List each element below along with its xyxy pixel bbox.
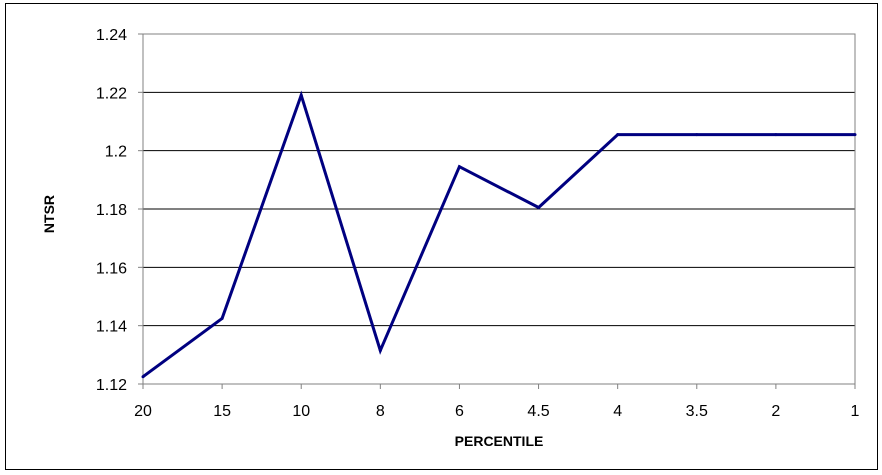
data-point bbox=[537, 206, 541, 210]
chart-frame bbox=[5, 3, 878, 470]
data-point bbox=[141, 375, 145, 379]
x-tick-label: 4.5 bbox=[527, 403, 549, 420]
x-tick-labels: 20 15 10 8 6 4.5 4 3.5 2 1 bbox=[134, 403, 859, 420]
y-tick-label: 1.14 bbox=[96, 319, 127, 336]
y-tick-label: 1.24 bbox=[96, 27, 127, 44]
data-point bbox=[299, 93, 303, 97]
x-tick-label: 20 bbox=[134, 403, 152, 420]
x-tick-label: 15 bbox=[213, 403, 231, 420]
data-point bbox=[853, 133, 857, 137]
x-axis-title: PERCENTILE bbox=[455, 433, 544, 449]
x-tick-label: 2 bbox=[771, 403, 780, 420]
data-point bbox=[378, 348, 382, 352]
series-layer bbox=[141, 90, 857, 379]
y-tick-label: 1.2 bbox=[105, 144, 127, 161]
x-tick-label: 10 bbox=[292, 403, 310, 420]
data-point bbox=[220, 316, 224, 320]
y-tick-label: 1.16 bbox=[96, 260, 127, 277]
data-point bbox=[457, 165, 461, 169]
series-line bbox=[142, 90, 855, 378]
data-point bbox=[616, 133, 620, 137]
y-tick-labels: 1.12 1.14 1.16 1.18 1.2 1.22 1.24 bbox=[96, 27, 127, 394]
y-tick-label: 1.18 bbox=[96, 202, 127, 219]
grid-lines bbox=[143, 33, 855, 327]
y-tick-label: 1.12 bbox=[96, 377, 127, 394]
x-tick-label: 3.5 bbox=[686, 403, 708, 420]
data-point bbox=[774, 133, 778, 137]
x-tick-label: 6 bbox=[455, 403, 464, 420]
x-tick-label: 1 bbox=[851, 403, 860, 420]
x-tick-label: 4 bbox=[613, 403, 622, 420]
y-tick-label: 1.22 bbox=[96, 85, 127, 102]
y-axis-title: NTSR bbox=[41, 195, 57, 233]
data-point bbox=[695, 133, 699, 137]
x-tick-label: 8 bbox=[376, 403, 385, 420]
tick-marks bbox=[138, 33, 856, 389]
